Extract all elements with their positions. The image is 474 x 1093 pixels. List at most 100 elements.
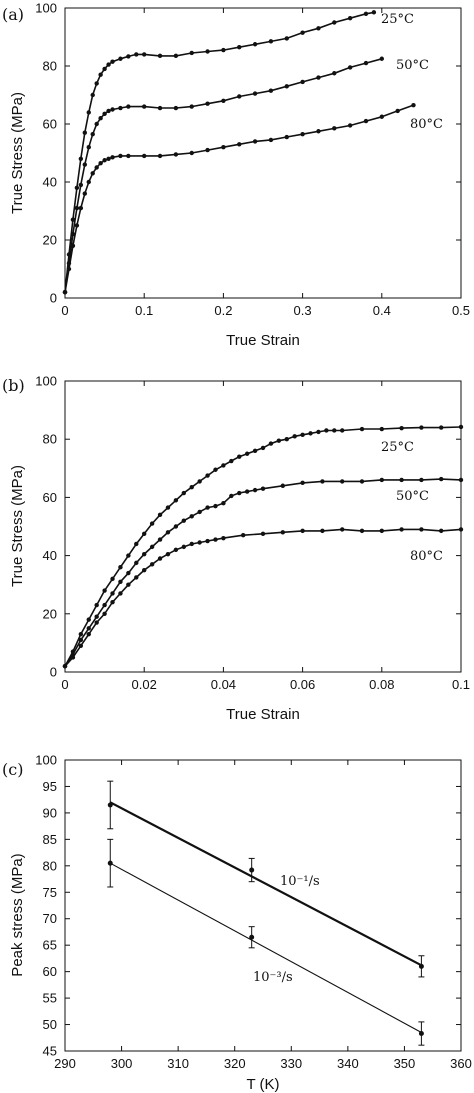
- panel-b-series-2-point: [439, 476, 444, 482]
- panel-b-series-2-point: [86, 626, 91, 631]
- panel-b-ytick-label: 40: [43, 548, 57, 563]
- panel-a-series-1-point: [142, 52, 147, 57]
- panel-b-ytick-label: 20: [43, 606, 57, 621]
- panel-a-series-2-point: [98, 116, 103, 121]
- panel-a-series-1-point: [221, 47, 226, 53]
- panel-b-series-2-point: [94, 614, 99, 619]
- panel-a-series-1-point: [332, 20, 337, 25]
- panel-b-series-3-point: [86, 631, 91, 637]
- panel-b-series-1-point: [213, 467, 218, 472]
- panel-b-series-3-point: [142, 567, 147, 573]
- panel-a-series-3-point: [98, 160, 103, 166]
- panel-a-series-2-point: [363, 60, 369, 66]
- panel-b-series-3-point: [70, 655, 76, 660]
- panel-b-series-2-point: [173, 524, 179, 529]
- panel-a-series-3-point: [379, 114, 384, 119]
- panel-c-annotation-slow: 10⁻³/s: [253, 970, 293, 985]
- panel-a-frame: [64, 7, 462, 299]
- panel-a-series-3-line: [64, 104, 414, 293]
- panel-b-annotation-50c: 50°C: [396, 489, 429, 504]
- panel-a-series-3-point: [221, 145, 226, 150]
- panel-a-series-1-point: [316, 26, 321, 31]
- panel-b-xtick-label: 0.06: [290, 677, 315, 692]
- panel-b-series-1-point: [379, 426, 384, 432]
- panel-a-series-2-point: [126, 104, 131, 109]
- panel-a-series-3-point: [205, 147, 210, 153]
- panel-a-series-1-point: [347, 15, 353, 21]
- panel-a-series-2-point: [237, 94, 242, 99]
- panel-a-ytick-label: 80: [43, 59, 57, 74]
- panel-b-series-3-point: [320, 528, 325, 534]
- panel-a-series-1-point: [189, 50, 194, 56]
- panel-b-ytick-label: 100: [35, 374, 57, 389]
- panel-b-series-1-point: [86, 617, 91, 622]
- panel-b-series-2-point: [379, 477, 384, 483]
- panel-b-series-3-point: [126, 582, 131, 587]
- panel-a-series-2-point: [379, 56, 384, 61]
- panel-a-series-1-point: [134, 52, 139, 57]
- panel-b-series-2-point: [142, 551, 147, 557]
- panel-a-xtick-label: 0.1: [135, 303, 153, 318]
- panel-b-series-2-point: [110, 591, 115, 596]
- panel-a-series-2-point: [189, 104, 194, 109]
- panel-a-series-2-point: [332, 71, 337, 76]
- panel-a-series-1-point: [106, 62, 111, 67]
- panel-c-series-2-point: [107, 860, 113, 866]
- panel-c-annotation-fast: 10⁻¹/s: [280, 874, 320, 889]
- panel-a-series-3-point: [395, 108, 400, 114]
- panel-b-series-1-point: [458, 424, 464, 430]
- panel-b-series-2-point: [244, 489, 250, 494]
- panel-a-series-2-point: [106, 108, 111, 114]
- panel-b-series-2-point: [197, 509, 202, 515]
- panel-a-series-3-point: [268, 137, 274, 143]
- panel-a-xtick-label: 0.2: [214, 303, 232, 318]
- panel-b-series-1-point: [419, 425, 424, 430]
- panel-a-series-2-point: [157, 105, 163, 111]
- panel-b-series-3-point: [213, 537, 218, 542]
- panel-c-series-1-point: [107, 802, 113, 808]
- panel-b-series-2-point: [340, 479, 345, 484]
- panel-b-series-2-point: [260, 486, 266, 491]
- panel-a-series-3-point: [411, 102, 416, 108]
- panel-b-series-1-point: [399, 425, 404, 431]
- panel-b-series-1-point: [157, 512, 163, 518]
- panel-a-series-1-point: [74, 185, 80, 190]
- panel-a-series-2-point: [252, 91, 258, 96]
- panel-c-xtick-label: 330: [280, 1056, 302, 1071]
- panel-a-series-3-point: [94, 165, 99, 170]
- panel-b-series-2-point: [78, 637, 84, 643]
- panel-b-series-3-point: [165, 551, 171, 557]
- panel-a-series-2-point: [173, 105, 179, 111]
- panel-a-series-2-point: [102, 111, 107, 117]
- panel-b-series-2-point: [205, 505, 210, 510]
- panel-c-ytick-label: 100: [35, 753, 57, 768]
- panel-b-series-1-point: [316, 429, 321, 435]
- panel-b-series-3-point: [439, 528, 444, 534]
- panel-a-series-1-line: [64, 11, 375, 293]
- panel-b-series-2-point: [149, 544, 155, 550]
- panel-b-series-3-point: [78, 643, 84, 649]
- panel-a-series-1-point: [268, 39, 274, 44]
- panel-b-series-3-point: [62, 663, 68, 669]
- panel-a-ytick-label: 100: [35, 1, 57, 16]
- panel-b-series-3-point: [189, 541, 194, 547]
- panel-b-label: (b): [2, 376, 25, 395]
- panel-b-series-2-point: [399, 477, 404, 483]
- panel-c-ytick-label: 65: [43, 938, 57, 953]
- panel-b-series-1-point: [197, 479, 202, 484]
- panel-a-xtick-label: 0: [61, 303, 68, 318]
- panel-a-series-2-point: [86, 145, 91, 150]
- panel-b-series-1-point: [260, 445, 266, 451]
- panel-a-annotation-80c: 80°C: [410, 117, 443, 132]
- panel-a-series-2-point: [94, 121, 99, 127]
- panel-c-ylabel: Peak stress (MPa): [9, 853, 26, 976]
- panel-a-series-2-point: [142, 104, 147, 109]
- panel-a-series-2-line: [64, 58, 383, 293]
- panel-a-series-3-point: [118, 153, 123, 159]
- panel-b-series-3-point: [110, 599, 115, 605]
- panel-a-series-2-point: [78, 182, 84, 188]
- panel-b-xtick-label: 0.08: [369, 677, 394, 692]
- panel-b-ytick-label: 60: [43, 490, 57, 505]
- panel-b-series-2-point: [359, 479, 365, 484]
